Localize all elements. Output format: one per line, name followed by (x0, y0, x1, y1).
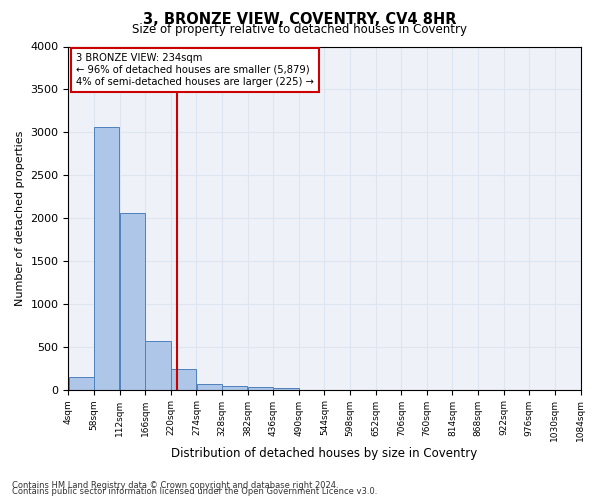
Bar (274, 388, 299, 390)
Y-axis label: Number of detached properties: Number of detached properties (15, 130, 25, 306)
Bar (171, 369, 196, 390)
Text: 3, BRONZE VIEW, COVENTRY, CV4 8HR: 3, BRONZE VIEW, COVENTRY, CV4 8HR (143, 12, 457, 28)
Text: Contains public sector information licensed under the Open Government Licence v3: Contains public sector information licen… (12, 487, 377, 496)
Text: Contains HM Land Registry data © Crown copyright and database right 2024.: Contains HM Land Registry data © Crown c… (12, 480, 338, 490)
Text: Size of property relative to detached houses in Coventry: Size of property relative to detached ho… (133, 22, 467, 36)
Bar (68, 376, 94, 390)
Bar (222, 386, 247, 390)
Text: 3 BRONZE VIEW: 234sqm
← 96% of detached houses are smaller (5,879)
4% of semi-de: 3 BRONZE VIEW: 234sqm ← 96% of detached … (76, 54, 314, 86)
Bar (197, 384, 222, 390)
Bar (120, 213, 145, 390)
Bar (94, 127, 119, 390)
Bar (248, 387, 273, 390)
X-axis label: Distribution of detached houses by size in Coventry: Distribution of detached houses by size … (172, 447, 478, 460)
Bar (145, 340, 170, 390)
